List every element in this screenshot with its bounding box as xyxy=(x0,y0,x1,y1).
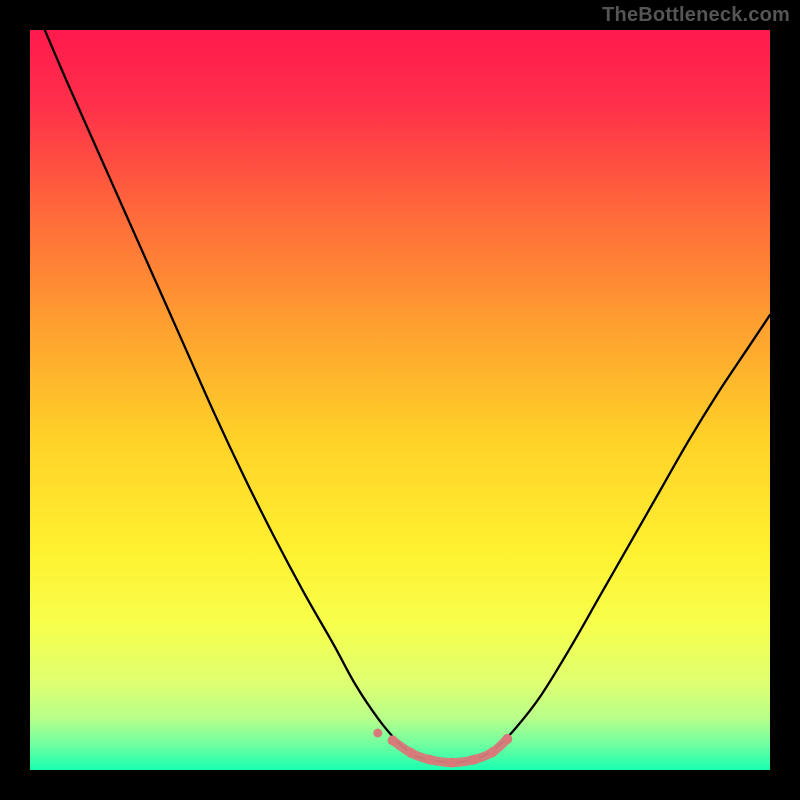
plot-background xyxy=(30,30,770,770)
optimal-band-dot xyxy=(425,755,435,765)
optimal-band-dot xyxy=(469,755,479,765)
chart-stage: TheBottleneck.com xyxy=(0,0,800,800)
bottleneck-chart xyxy=(0,0,800,800)
optimal-band-dot xyxy=(447,758,457,768)
watermark-text: TheBottleneck.com xyxy=(602,4,790,27)
optimal-band-dot xyxy=(502,734,512,744)
optimal-band-dot xyxy=(388,735,398,745)
optimal-band-dot-leading xyxy=(373,729,382,738)
optimal-band-dot xyxy=(406,748,416,758)
optimal-band-dot xyxy=(488,747,498,757)
